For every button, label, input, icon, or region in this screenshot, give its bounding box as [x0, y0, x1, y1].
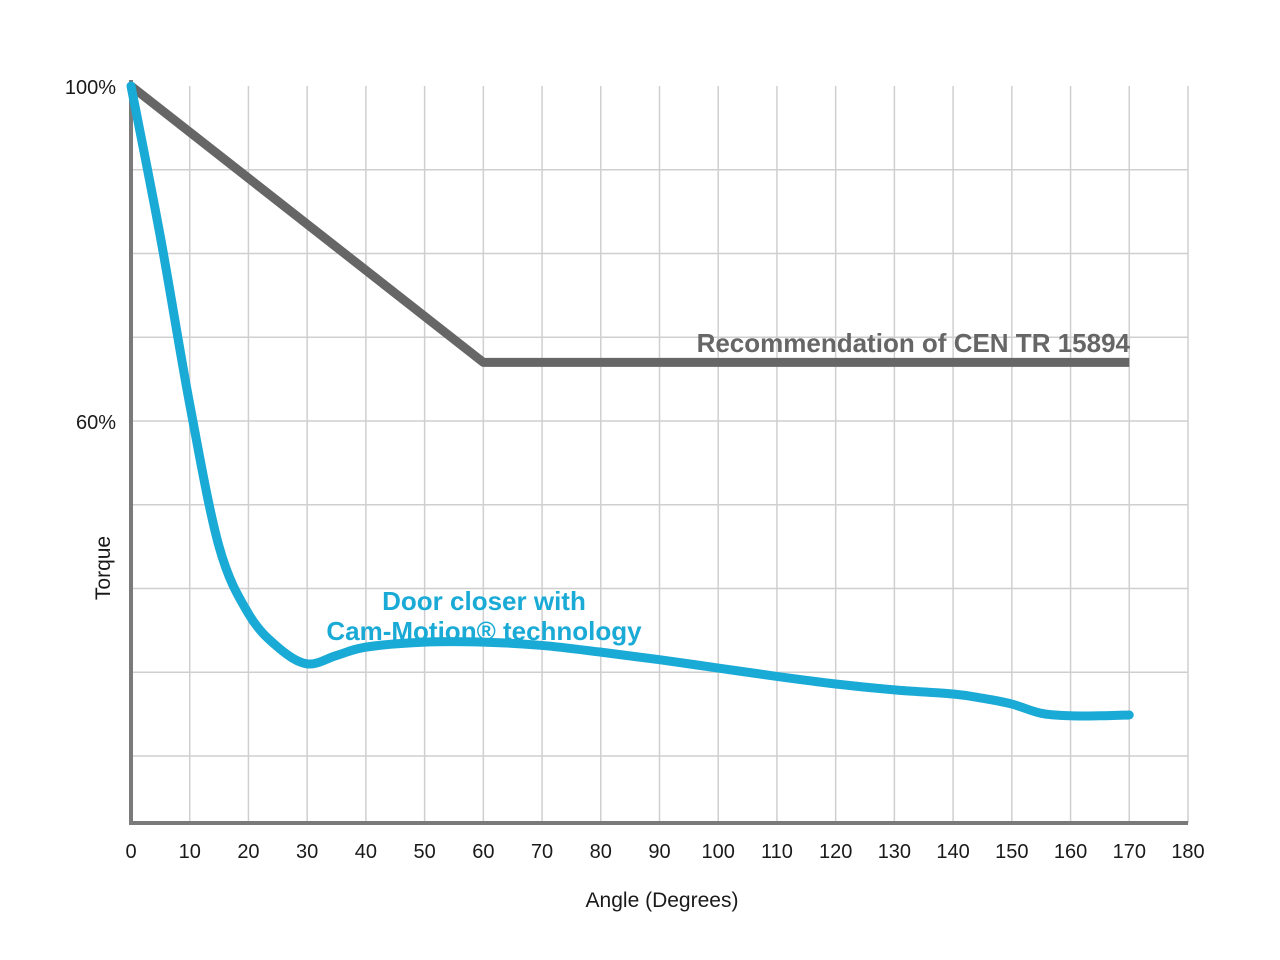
series-line-cen-recommendation — [128, 82, 1130, 367]
x-tick-label-110: 110 — [761, 841, 793, 863]
series-label-cam-motion-line2: Cam-Motion® technology — [326, 616, 642, 646]
x-tick-label-180: 180 — [1171, 841, 1204, 863]
x-tick-label-20: 20 — [237, 841, 259, 863]
series-lines — [126, 81, 1134, 721]
x-tick-label-170: 170 — [1113, 841, 1146, 863]
axes — [129, 80, 1188, 825]
grid — [131, 86, 1189, 823]
x-tick-label-10: 10 — [179, 841, 201, 863]
x-tick-label-160: 160 — [1054, 841, 1087, 863]
x-tick-label-30: 30 — [296, 841, 318, 863]
x-tick-label-100: 100 — [702, 841, 735, 863]
y-tick-label-60: 60% — [76, 412, 116, 434]
x-tick-label-130: 130 — [878, 841, 911, 863]
x-tick-label-60: 60 — [472, 841, 494, 863]
x-tick-label-40: 40 — [355, 841, 377, 863]
x-tick-label-80: 80 — [590, 841, 612, 863]
series-line-cam-motion — [126, 81, 1134, 721]
x-tick-label-0: 0 — [125, 841, 136, 863]
series-label-cen-recommendation: Recommendation of CEN TR 15894 — [697, 328, 1131, 358]
x-tick-label-50: 50 — [413, 841, 435, 863]
y-tick-label-100: 100% — [65, 77, 116, 99]
labels: Angle (Degrees) Torque Recommendation of… — [65, 77, 1205, 912]
x-tick-label-140: 140 — [936, 841, 969, 863]
x-tick-label-70: 70 — [531, 841, 553, 863]
x-tick-label-120: 120 — [819, 841, 852, 863]
x-axis-title: Angle (Degrees) — [586, 889, 739, 912]
x-tick-label-90: 90 — [648, 841, 670, 863]
series-label-cam-motion-line1: Door closer with — [382, 586, 586, 616]
x-tick-label-150: 150 — [995, 841, 1028, 863]
y-axis-title: Torque — [92, 536, 115, 600]
